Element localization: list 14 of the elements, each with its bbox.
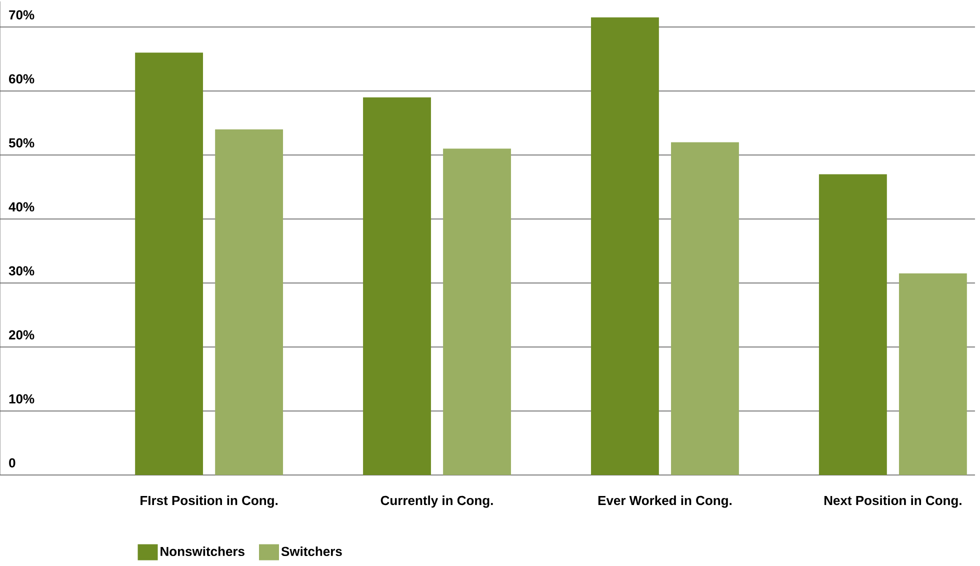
y-tick-label: 50% — [8, 138, 34, 148]
x-tick-label: Currently in Cong. — [380, 496, 493, 508]
y-tick-label: 70% — [9, 10, 34, 20]
y-tick-label: 60% — [9, 74, 34, 84]
y-tick-label: 30% — [8, 266, 34, 276]
y-tick-label: 40% — [8, 202, 34, 212]
y-tick-label: 20% — [8, 330, 34, 340]
x-tick-label: Next Position in Cong. — [824, 496, 962, 508]
legend-label: Switchers — [281, 546, 342, 556]
x-tick-label: FIrst Position in Cong. — [140, 496, 278, 508]
y-tick-label: 10% — [9, 394, 34, 404]
x-tick-label: Ever Worked in Cong. — [598, 496, 732, 508]
legend-label: Nonswitchers — [160, 546, 244, 556]
y-tick-label: 0 — [9, 458, 16, 468]
